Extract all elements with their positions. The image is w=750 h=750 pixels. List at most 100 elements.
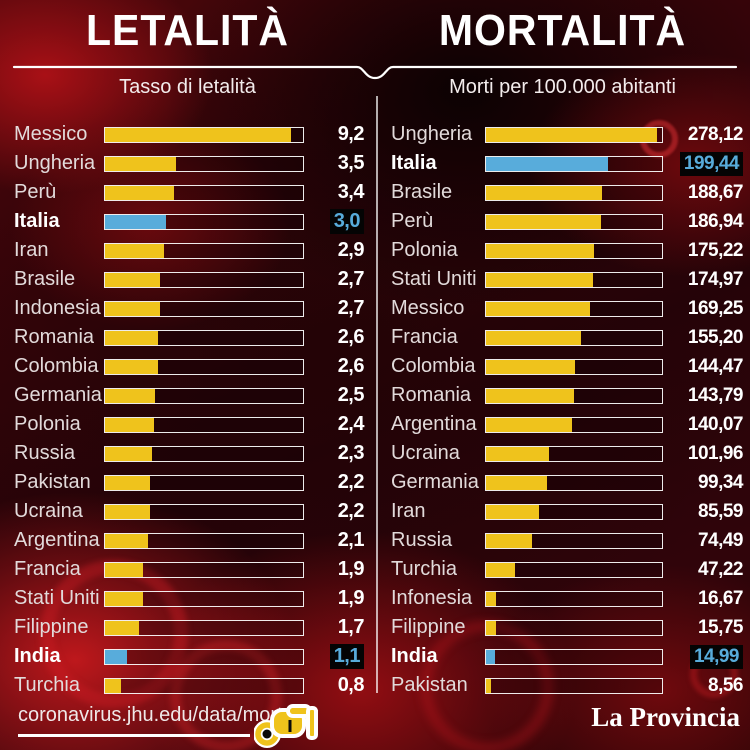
value-label: 2,9 xyxy=(337,239,365,261)
chart-row: India 14,99 xyxy=(391,642,743,671)
chart-row: Ungheria 3,5 xyxy=(14,149,365,178)
bar-fill xyxy=(105,243,164,258)
bar-fill xyxy=(486,620,496,635)
chart-row: Iran 2,9 xyxy=(14,236,365,265)
country-label: Ungheria xyxy=(14,152,96,174)
chart-row: Stati Uniti 1,9 xyxy=(14,584,365,613)
brand-logo: La Provincia xyxy=(591,702,740,732)
chart-row: Perù 3,4 xyxy=(14,178,365,207)
country-label: Turchia xyxy=(391,558,457,580)
bar-track xyxy=(485,416,663,433)
bar-fill xyxy=(105,475,150,490)
bar-track xyxy=(485,474,663,491)
country-label: India xyxy=(391,645,438,667)
country-label: Brasile xyxy=(14,268,76,290)
chart-row: Russia 2,3 xyxy=(14,439,365,468)
country-label: Perù xyxy=(391,210,434,232)
value-label: 2,6 xyxy=(337,326,365,348)
bar-track xyxy=(485,503,663,520)
value-label: 144,47 xyxy=(687,355,744,377)
chart-row: Romania 143,79 xyxy=(391,381,744,410)
country-label: India xyxy=(14,645,61,667)
value-label: 155,20 xyxy=(687,326,744,348)
source-link[interactable]: coronavirus.jhu.edu/data/mortality xyxy=(18,704,319,726)
value-label: 174,97 xyxy=(687,268,744,290)
right-chart-subtitle: Morti per 100.000 abitanti xyxy=(449,76,676,98)
chart-row: Russia 74,49 xyxy=(391,526,744,555)
bar-fill xyxy=(486,214,601,229)
chart-row: Brasile 2,7 xyxy=(14,265,365,294)
bar-track xyxy=(485,184,663,201)
bar-track xyxy=(485,619,663,636)
bar-fill xyxy=(105,533,148,548)
chart-row: Perù 186,94 xyxy=(391,207,744,236)
bar-track xyxy=(104,677,304,694)
value-label: 2,2 xyxy=(337,471,365,493)
bar-fill xyxy=(105,591,144,606)
value-label: 85,59 xyxy=(697,500,744,522)
value-label: 2,6 xyxy=(337,355,365,377)
bar-track xyxy=(485,445,663,462)
country-label: Iran xyxy=(391,500,426,522)
bar-track xyxy=(104,416,304,433)
bar-track xyxy=(104,300,304,317)
bar-fill xyxy=(105,417,154,432)
bar-track xyxy=(485,155,663,172)
value-label: 1,9 xyxy=(337,587,365,609)
bar-track xyxy=(104,590,304,607)
value-label: 199,44 xyxy=(671,151,743,176)
country-label: Ucraina xyxy=(14,500,83,522)
bar-fill xyxy=(486,591,497,606)
bar-track xyxy=(104,358,304,375)
bar-track xyxy=(104,474,304,491)
bar-track xyxy=(104,213,304,230)
value-label: 16,67 xyxy=(697,587,744,609)
country-label: Filippine xyxy=(391,616,466,638)
value-label: 3,0 xyxy=(312,209,364,234)
bar-track xyxy=(104,561,304,578)
left-chart-title: LETALITÀ xyxy=(85,6,290,55)
value-label: 101,96 xyxy=(687,442,744,464)
chart-row: Ucraina 2,2 xyxy=(14,497,365,526)
bar-fill xyxy=(486,359,575,374)
bar-track xyxy=(485,213,663,230)
value-label: 3,4 xyxy=(337,181,365,203)
bar-fill xyxy=(486,301,590,316)
bar-fill xyxy=(105,156,176,171)
chart-row: Polonia 2,4 xyxy=(14,410,365,439)
bar-fill xyxy=(105,388,156,403)
chart-row: Polonia 175,22 xyxy=(391,236,744,265)
value-label: 8,56 xyxy=(708,674,743,696)
chart-row: Argentina 2,1 xyxy=(14,526,365,555)
country-label: Ucraina xyxy=(391,442,460,464)
country-label: Infonesia xyxy=(391,587,473,609)
bar-track xyxy=(104,445,304,462)
chart-row: Pakistan 2,2 xyxy=(14,468,365,497)
bar-fill xyxy=(105,504,150,519)
bar-fill xyxy=(105,562,144,577)
value-label: 15,75 xyxy=(697,616,744,638)
value-label: 0,8 xyxy=(337,674,365,696)
chart-row: Stati Uniti 174,97 xyxy=(391,265,744,294)
country-label: Polonia xyxy=(14,413,81,435)
value-label: 2,3 xyxy=(337,442,365,464)
country-label: Argentina xyxy=(391,413,477,435)
country-label: Polonia xyxy=(391,239,458,261)
value-label: 74,49 xyxy=(697,529,744,551)
country-label: Ungheria xyxy=(391,123,473,145)
chart-row: Turchia 47,22 xyxy=(391,555,744,584)
bar-fill xyxy=(105,272,160,287)
highlight-bar-fill xyxy=(486,649,496,664)
chart-row: Ungheria 278,12 xyxy=(391,120,744,149)
bar-fill xyxy=(105,301,160,316)
country-label: Francia xyxy=(391,326,458,348)
value-label: 188,67 xyxy=(687,181,744,203)
bar-track xyxy=(485,300,663,317)
bar-fill xyxy=(486,504,539,519)
bar-track xyxy=(104,648,304,665)
bar-fill xyxy=(486,562,516,577)
bar-fill xyxy=(105,446,152,461)
bar-track xyxy=(485,561,663,578)
bar-track xyxy=(485,677,663,694)
